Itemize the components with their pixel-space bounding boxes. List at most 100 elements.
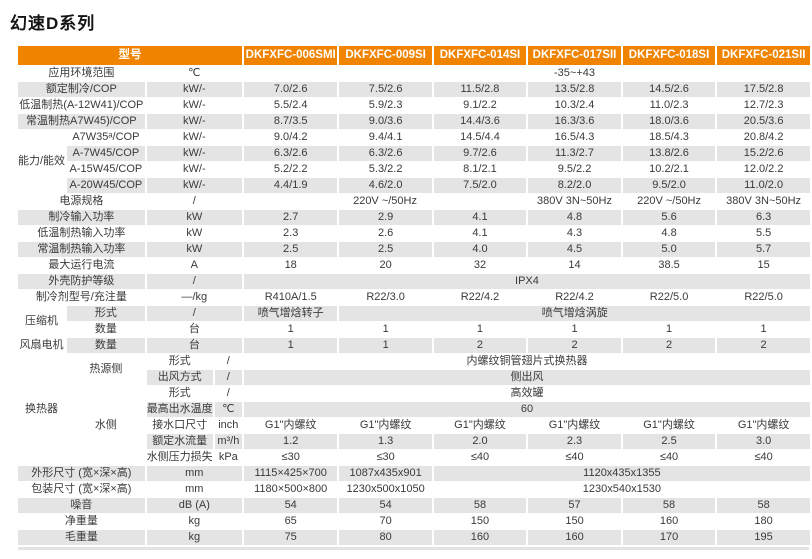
spec-value: 38.5 xyxy=(658,259,680,271)
spec-value: 2.5 xyxy=(339,242,432,257)
spec-label: 形式 xyxy=(168,387,191,399)
spec-label: A-15W45/COP xyxy=(69,163,143,175)
model-column-header: 型号 xyxy=(18,46,242,65)
spec-value: 5.2/2.2 xyxy=(273,163,308,175)
spec-value: 1 xyxy=(571,323,578,335)
spec-value: 内螺纹铜管翅片式换热器 xyxy=(466,355,588,367)
group-label-fan-motor: 风扇电机 xyxy=(19,339,64,351)
spec-value: 15 xyxy=(757,259,770,271)
spec-value: R22/4.2 xyxy=(555,291,594,303)
spec-label: 常温制热输入功率 xyxy=(18,242,145,257)
spec-value: 1 xyxy=(382,323,389,335)
spec-row-power-supply: 电源规格 / 220V ~/50Hz 380V 3N~50Hz 220V ~/5… xyxy=(18,194,810,209)
spec-value: 4.3 xyxy=(566,227,583,239)
spec-value: 5.3/2.2 xyxy=(368,163,403,175)
spec-label: 包装尺寸 (宽×深×高) xyxy=(31,483,132,495)
spec-unit: ℃ xyxy=(214,402,242,417)
spec-value: 7.5/2.6 xyxy=(339,82,432,97)
spec-value: 8.2/2.0 xyxy=(528,178,621,193)
spec-value: 1230x500x1050 xyxy=(346,483,425,495)
spec-row-compressor-type: 压缩机 形式 / 喷气增焓转子 喷气增焓涡旋 xyxy=(18,306,810,327)
spec-value: 13.5/2.8 xyxy=(528,82,621,97)
spec-unit: / xyxy=(214,370,242,385)
spec-value: 5.6 xyxy=(622,210,716,225)
spec-unit: ℃ xyxy=(188,67,201,79)
spec-value: 喷气增焓转子 xyxy=(243,306,338,321)
model-header-6: DKFXFC-021SII xyxy=(717,46,810,65)
spec-value: 侧出风 xyxy=(243,370,810,385)
spec-row-dimensions: 外形尺寸 (宽×深×高) mm 1115×425×700 1087x435x90… xyxy=(18,466,810,481)
spec-value: 6.3/2.6 xyxy=(339,146,432,161)
spec-value: 10.3/2.4 xyxy=(554,99,595,111)
spec-row-ambient: 应用环境范围 ℃ -35~+43 xyxy=(18,66,810,81)
spec-value: 2.9 xyxy=(339,210,432,225)
spec-value: 11.3/2.7 xyxy=(528,146,621,161)
spec-value: 160 xyxy=(528,530,621,545)
spec-value: 160 xyxy=(659,515,679,527)
spec-value: 80 xyxy=(339,530,432,545)
spec-value: 13.8/2.6 xyxy=(622,146,716,161)
spec-value: 1115×425×700 xyxy=(243,466,338,481)
spec-unit: —/kg xyxy=(181,291,208,303)
spec-value: G1"内螺纹 xyxy=(737,419,790,431)
spec-value: 1230x540x1530 xyxy=(582,483,662,495)
spec-row-fan-qty: 风扇电机 数量 台 1 1 2 2 2 2 xyxy=(18,338,810,353)
spec-unit: kW/- xyxy=(146,114,242,129)
group-label-heat-source-side: 热源侧 xyxy=(89,363,123,375)
spec-unit: A xyxy=(190,259,198,271)
spec-unit: inch xyxy=(218,419,239,431)
spec-value: 1 xyxy=(760,323,767,335)
spec-value: 2.5 xyxy=(243,242,338,257)
spec-value: 16.5/4.3 xyxy=(554,131,595,143)
model-header-1: DKFXFC-006SMI xyxy=(243,46,338,65)
spec-value: 2.6 xyxy=(377,227,394,239)
spec-label: 最大运行电流 xyxy=(48,259,115,271)
spec-value: R22/3.0 xyxy=(366,291,405,303)
spec-value: 18.0/3.6 xyxy=(622,114,716,129)
spec-label: 水侧压力损失 xyxy=(146,451,213,463)
spec-label: 出风方式 xyxy=(146,370,213,385)
spec-value: 9.7/2.6 xyxy=(433,146,527,161)
spec-value: 57 xyxy=(528,498,621,513)
spec-value: 54 xyxy=(339,498,432,513)
spec-value: 2 xyxy=(528,338,621,353)
spec-value: 20.5/3.6 xyxy=(717,114,810,129)
spec-value: 150 xyxy=(470,515,490,527)
spec-row-heat-source-airflow: 出风方式 / 侧出风 xyxy=(18,370,810,385)
spec-value: 180 xyxy=(754,515,773,527)
spec-row-refrigerant: 制冷剂型号/充注量 —/kg R410A/1.5 R22/3.0 R22/4.2… xyxy=(18,290,810,305)
spec-value: 11.0/2.0 xyxy=(717,178,810,193)
spec-row-packing: 包装尺寸 (宽×深×高) mm 1180×500×800 1230x500x10… xyxy=(18,482,810,497)
spec-table: 型号 DKFXFC-006SMI DKFXFC-009SI DKFXFC-014… xyxy=(16,45,812,546)
spec-value: G1"内螺纹 xyxy=(548,419,601,431)
spec-label: 接水口尺寸 xyxy=(152,419,208,431)
spec-row-cooling-input: 制冷输入功率 kW 2.7 2.9 4.1 4.8 5.6 6.3 xyxy=(18,210,810,225)
spec-row-heat-source-type: 换热器 热源侧 形式 / 内螺纹铜管翅片式换热器 xyxy=(18,354,810,415)
group-label-capacity: 能力/能效 xyxy=(18,155,66,167)
spec-value: ≤30 xyxy=(376,451,395,463)
spec-value: 1 xyxy=(243,338,338,353)
spec-value: 4.1 xyxy=(472,227,488,239)
spec-label: 数量 xyxy=(94,323,117,335)
spec-row-max-current: 最大运行电流 A 18 20 32 14 38.5 15 xyxy=(18,258,810,273)
spec-value: 1.2 xyxy=(243,434,338,449)
spec-value: 65 xyxy=(284,515,297,527)
spec-value: 10.2/2.1 xyxy=(649,163,689,175)
spec-value: 2.3 xyxy=(528,434,621,449)
spec-row-net-weight: 净重量 kg 65 70 150 150 160 180 xyxy=(18,514,810,529)
spec-row-noise: 噪音 dB (A) 54 54 58 57 58 58 xyxy=(18,498,810,513)
table-bottom-edge xyxy=(18,547,809,550)
spec-value: 4.1 xyxy=(433,210,527,225)
spec-value: 160 xyxy=(433,530,527,545)
spec-value: 1120x435x1355 xyxy=(433,466,810,481)
spec-unit: mm xyxy=(185,483,204,495)
spec-unit: / xyxy=(146,306,242,321)
spec-label: 形式 xyxy=(168,355,191,367)
spec-value: 4.4/1.9 xyxy=(243,178,338,193)
spec-value: 1180×500×800 xyxy=(254,483,328,495)
spec-value: ≤40 xyxy=(659,451,679,463)
spec-label: A-20W45/COP xyxy=(67,178,145,193)
spec-value: 9.1/2.2 xyxy=(463,99,497,111)
model-header-4: DKFXFC-017SII xyxy=(528,46,621,65)
